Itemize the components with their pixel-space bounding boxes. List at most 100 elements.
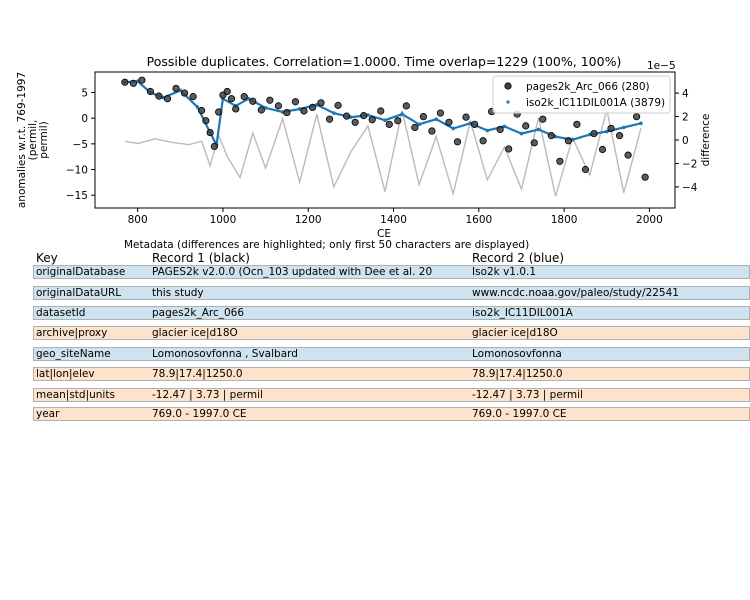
series2-point bbox=[604, 129, 609, 134]
cell-record2: www.ncdc.noaa.gov/paleo/study/22541 bbox=[472, 287, 679, 299]
series2-point bbox=[195, 105, 200, 109]
legend-label-series1: pages2k_Arc_066 (280) bbox=[526, 81, 650, 93]
cell-key: lat|lon|elev bbox=[36, 368, 95, 380]
y-axis-label-line: anomalies w.r.t. 769-1997 bbox=[16, 72, 28, 208]
series1-point bbox=[206, 128, 214, 137]
cell-record1: PAGES2k v2.0.0 (Ocn_103 updated with Dee… bbox=[152, 266, 433, 278]
series1-point bbox=[146, 87, 155, 96]
series2-point bbox=[332, 111, 336, 115]
x-tick-label: 1000 bbox=[210, 214, 237, 226]
series2-point bbox=[451, 126, 456, 131]
header-key: Key bbox=[36, 251, 58, 265]
y2-tick-label: −2 bbox=[682, 158, 697, 170]
table-row: lat|lon|elev 78.9|17.4|1250.0 78.9|17.4|… bbox=[33, 367, 750, 381]
cell-record2: iso2k_IC11DIL001A bbox=[472, 307, 573, 319]
series1-point bbox=[479, 137, 487, 145]
table-row: originalDatabase PAGES2k v2.0.0 (Ocn_103… bbox=[33, 265, 750, 279]
series2-point bbox=[639, 121, 643, 126]
legend-label-series2: iso2k_IC11DIL001A (3879) bbox=[526, 97, 665, 109]
x-tick-label: 1400 bbox=[380, 214, 407, 226]
x-tick-label: 800 bbox=[128, 214, 148, 226]
x-tick-label: 1200 bbox=[295, 214, 322, 226]
y-tick-label: −5 bbox=[73, 139, 88, 151]
difference-layer bbox=[124, 109, 642, 197]
series2-point bbox=[383, 118, 387, 123]
table-row: mean|std|units -12.47 | 3.73 | permil -1… bbox=[33, 388, 750, 402]
series2-point bbox=[485, 128, 490, 133]
chart-title: Possible duplicates. Correlation=1.0000.… bbox=[147, 54, 622, 69]
series1-point bbox=[598, 145, 607, 154]
cell-key: originalDatabase bbox=[36, 266, 126, 278]
y2-axis-label: difference bbox=[700, 114, 712, 167]
y-tick-label: −10 bbox=[66, 165, 88, 177]
series1-point bbox=[547, 132, 555, 140]
y-axis-label-line: (permil, bbox=[27, 120, 39, 161]
series1-point bbox=[470, 120, 479, 128]
series1-point bbox=[564, 137, 572, 145]
x-axis-label: CE bbox=[377, 228, 391, 238]
series1-point bbox=[453, 138, 462, 146]
series1-point bbox=[607, 124, 615, 133]
series1-point bbox=[129, 79, 137, 87]
y-axis-label-line: permil) bbox=[38, 121, 50, 158]
series1-point bbox=[325, 115, 334, 123]
metadata-caption: Metadata (differences are highlighted; o… bbox=[124, 239, 530, 251]
series1-point bbox=[155, 92, 163, 100]
series1-point bbox=[505, 145, 513, 153]
series1-point bbox=[624, 151, 632, 159]
series1-point bbox=[334, 101, 342, 109]
series1-point bbox=[232, 105, 240, 113]
cell-key: originalDataURL bbox=[36, 287, 122, 299]
cell-key: geo_siteName bbox=[36, 348, 111, 360]
series1-point bbox=[496, 125, 504, 134]
series1-point bbox=[343, 112, 351, 120]
series2-point bbox=[519, 131, 524, 136]
series1-point bbox=[291, 98, 300, 106]
series1-point bbox=[368, 116, 376, 124]
series1-point bbox=[445, 118, 453, 126]
series1-point bbox=[189, 93, 197, 101]
legend-marker-series1 bbox=[504, 82, 512, 90]
cell-record1: pages2k_Arc_066 bbox=[152, 307, 245, 319]
series1-point bbox=[121, 78, 129, 86]
y2-tick-label: 0 bbox=[682, 135, 689, 147]
cell-key: datasetId bbox=[36, 307, 86, 319]
y-tick-label: 0 bbox=[81, 113, 88, 125]
x-tick-label: 1600 bbox=[465, 214, 492, 226]
table-row: datasetId pages2k_Arc_066 iso2k_IC11DIL0… bbox=[33, 306, 750, 320]
series1-point bbox=[163, 95, 172, 103]
series1-point bbox=[590, 129, 598, 138]
series2-point bbox=[400, 112, 404, 116]
cell-record1: 78.9|17.4|1250.0 bbox=[152, 368, 243, 380]
series1-point bbox=[581, 165, 590, 174]
table-row: originalDataURL this study www.ncdc.noaa… bbox=[33, 286, 750, 300]
cell-record1: glacier ice|d18O bbox=[152, 327, 238, 339]
table-row: archive|proxy glacier ice|d18O glacier i… bbox=[33, 326, 750, 340]
series1-point bbox=[556, 157, 564, 165]
series2-point bbox=[417, 122, 421, 127]
legend-marker-series2 bbox=[506, 100, 510, 104]
y-tick-label: 5 bbox=[81, 88, 88, 100]
series1-point bbox=[360, 112, 368, 120]
y2-tick-label: 2 bbox=[682, 112, 689, 124]
cell-record1: this study bbox=[152, 287, 204, 299]
x-axis: 800 1000 1200 1400 1600 1800 2000 bbox=[128, 208, 663, 226]
series1-point bbox=[402, 102, 410, 110]
y-axis-right: 4 2 0 −2 −4 bbox=[675, 88, 698, 194]
series1-point bbox=[522, 122, 530, 130]
cell-record2: 78.9|17.4|1250.0 bbox=[472, 368, 563, 380]
series1-point bbox=[249, 97, 257, 105]
series1-point bbox=[539, 115, 547, 123]
series1-point bbox=[227, 95, 236, 103]
table-row: year 769.0 - 1997.0 CE 769.0 - 1997.0 CE bbox=[33, 407, 750, 421]
series1-point bbox=[615, 132, 624, 140]
series1-point bbox=[198, 106, 206, 115]
series1-point bbox=[223, 87, 231, 96]
y2-offset-text: 1e−5 bbox=[647, 60, 676, 72]
cell-record2: Iso2k v1.0.1 bbox=[472, 266, 537, 278]
series1-point bbox=[283, 108, 291, 117]
legend: pages2k_Arc_066 (280) iso2k_IC11DIL001A … bbox=[492, 75, 671, 114]
difference-line bbox=[124, 109, 642, 197]
cell-record2: 769.0 - 1997.0 CE bbox=[472, 408, 567, 420]
cell-key: year bbox=[36, 408, 60, 420]
